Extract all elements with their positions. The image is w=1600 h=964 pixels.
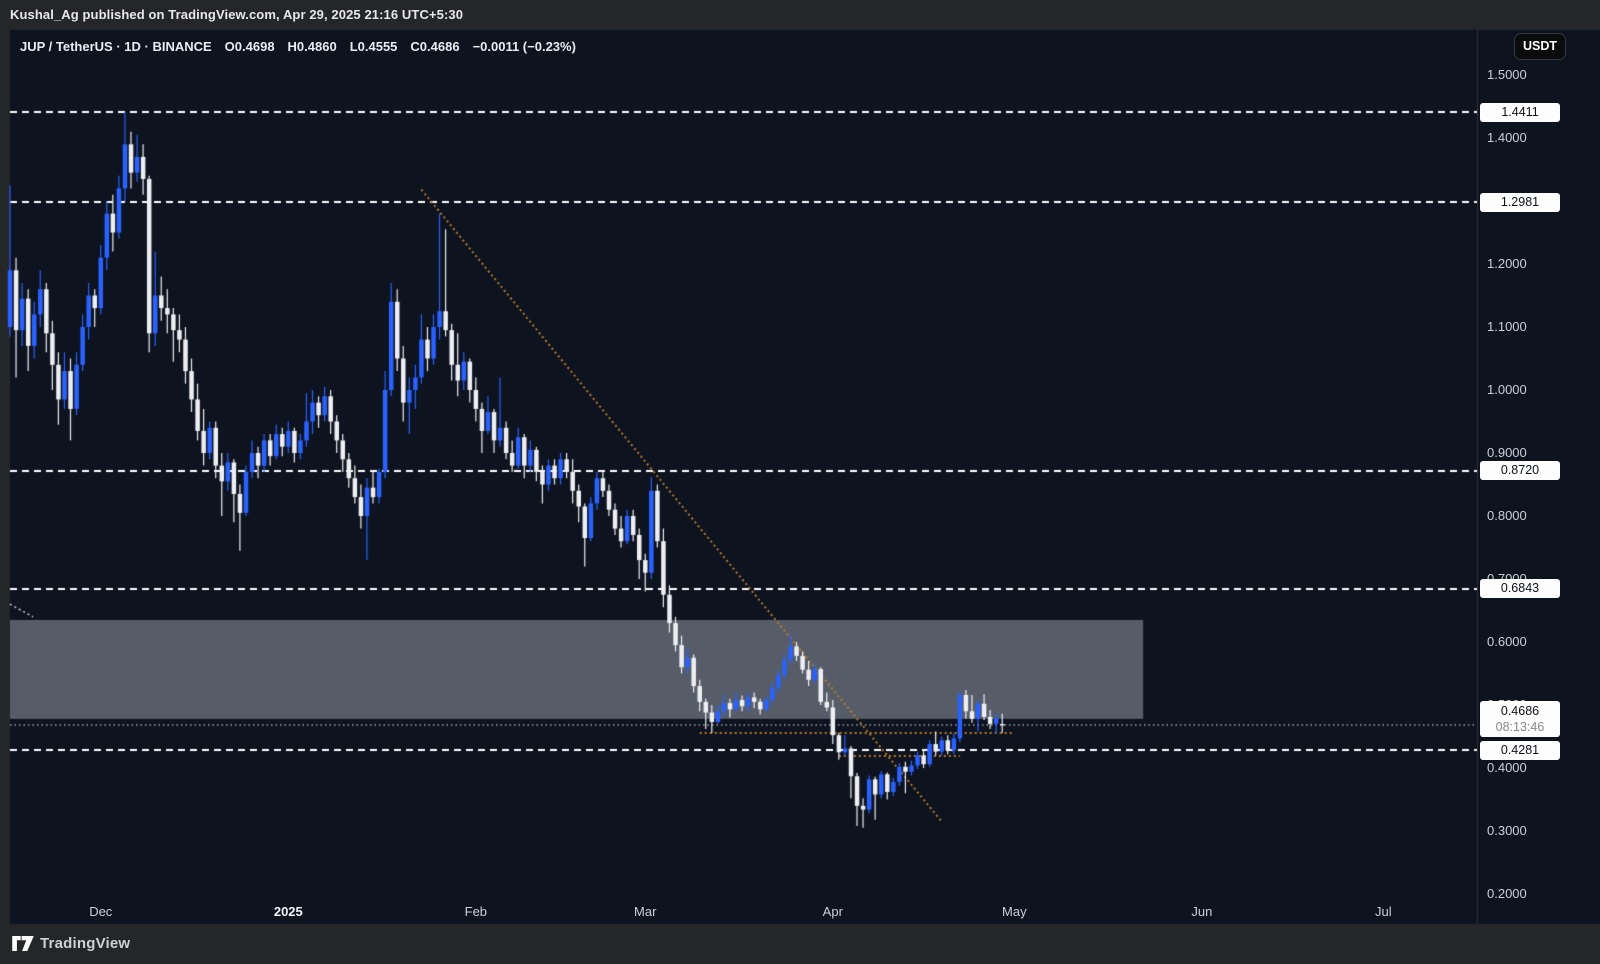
current-price-label: 0.4686 08:13:46 xyxy=(1480,700,1560,737)
price-tick-0.3000: 0.3000 xyxy=(1487,823,1527,838)
ohlc-high: H0.4860 xyxy=(287,39,337,54)
time-tick-Mar: Mar xyxy=(634,904,657,919)
time-tick-Dec: Dec xyxy=(89,904,113,919)
level-price-label-0.4281: 0.4281 xyxy=(1480,740,1560,760)
price-tick-0.8000: 0.8000 xyxy=(1487,508,1527,523)
tradingview-logo[interactable]: TradingView xyxy=(12,935,130,952)
price-tick-0.2000: 0.2000 xyxy=(1487,886,1527,901)
current-price-value: 0.4686 xyxy=(1500,703,1540,718)
time-tick-Feb: Feb xyxy=(464,904,488,919)
price-tick-0.4000: 0.4000 xyxy=(1487,760,1527,775)
ohlc-open: O0.4698 xyxy=(224,39,275,54)
time-tick-May: May xyxy=(1002,904,1027,919)
currency-toggle-button[interactable]: USDT xyxy=(1514,33,1566,60)
time-tick-Apr: Apr xyxy=(822,904,843,919)
price-tick-0.9000: 0.9000 xyxy=(1487,445,1527,460)
price-tick-1.4000: 1.4000 xyxy=(1487,130,1527,145)
level-price-label-0.8720: 0.8720 xyxy=(1480,461,1560,481)
price-tick-1.0000: 1.0000 xyxy=(1487,382,1527,397)
tradingview-logo-icon xyxy=(12,936,34,951)
level-price-label-1.4411: 1.4411 xyxy=(1480,102,1560,122)
symbol-title[interactable]: JUP / TetherUS · 1D · BINANCE xyxy=(20,39,212,54)
price-tick-1.2000: 1.2000 xyxy=(1487,256,1527,271)
tradingview-logo-text: TradingView xyxy=(40,935,131,952)
ohlc-close: C0.4686 xyxy=(410,39,460,54)
ohlc-change: −0.0011 (−0.23%) xyxy=(472,39,576,54)
level-price-label-1.2981: 1.2981 xyxy=(1480,192,1560,212)
time-tick-2025: 2025 xyxy=(273,904,303,919)
level-price-label-0.6843: 0.6843 xyxy=(1480,579,1560,599)
price-tick-0.6000: 0.6000 xyxy=(1487,634,1527,649)
price-tick-1.5000: 1.5000 xyxy=(1487,67,1527,82)
price-tick-1.1000: 1.1000 xyxy=(1487,319,1527,334)
time-tick-Jul: Jul xyxy=(1375,904,1392,919)
time-tick-Jun: Jun xyxy=(1191,904,1213,919)
symbol-legend[interactable]: JUP / TetherUS · 1D · BINANCE O0.4698 H0… xyxy=(20,39,576,54)
publish-attribution: Kushal_Ag published on TradingView.com, … xyxy=(10,7,464,22)
candle-countdown: 08:13:46 xyxy=(1495,719,1545,734)
ohlc-low: L0.4555 xyxy=(349,39,398,54)
